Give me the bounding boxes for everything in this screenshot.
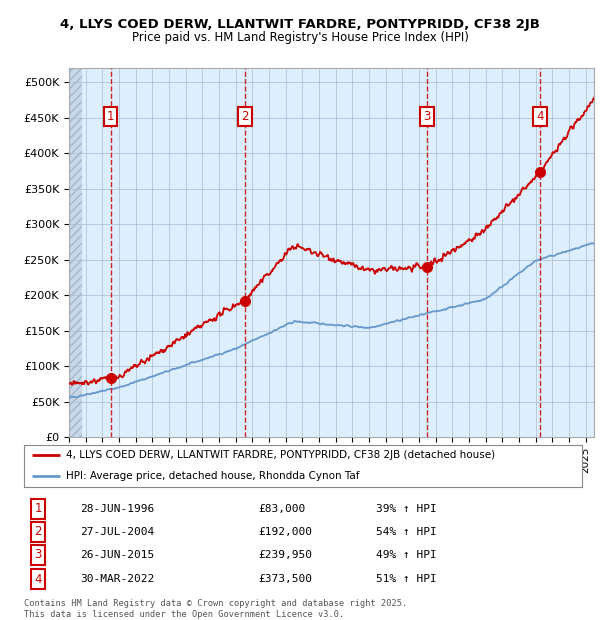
Text: 39% ↑ HPI: 39% ↑ HPI [376,503,436,514]
Text: £373,500: £373,500 [259,574,313,584]
Text: 1: 1 [34,502,42,515]
Bar [69,68,82,437]
Text: 49% ↑ HPI: 49% ↑ HPI [376,550,436,560]
Text: HPI: Average price, detached house, Rhondda Cynon Taf: HPI: Average price, detached house, Rhon… [66,471,359,481]
Text: 4: 4 [536,110,544,123]
Text: 4: 4 [34,572,42,585]
Text: 30-MAR-2022: 30-MAR-2022 [80,574,154,584]
Text: Price paid vs. HM Land Registry's House Price Index (HPI): Price paid vs. HM Land Registry's House … [131,31,469,43]
Text: 3: 3 [424,110,431,123]
Text: 26-JUN-2015: 26-JUN-2015 [80,550,154,560]
Text: £83,000: £83,000 [259,503,305,514]
Text: Contains HM Land Registry data © Crown copyright and database right 2025.
This d: Contains HM Land Registry data © Crown c… [24,600,407,619]
Text: 28-JUN-1996: 28-JUN-1996 [80,503,154,514]
Text: £192,000: £192,000 [259,527,313,537]
Text: 51% ↑ HPI: 51% ↑ HPI [376,574,436,584]
Text: 54% ↑ HPI: 54% ↑ HPI [376,527,436,537]
Text: £239,950: £239,950 [259,550,313,560]
Text: 27-JUL-2004: 27-JUL-2004 [80,527,154,537]
Text: 3: 3 [34,549,41,562]
Text: 2: 2 [34,525,42,538]
Text: 4, LLYS COED DERW, LLANTWIT FARDRE, PONTYPRIDD, CF38 2JB (detached house): 4, LLYS COED DERW, LLANTWIT FARDRE, PONT… [66,450,495,460]
Text: 2: 2 [241,110,249,123]
Text: 1: 1 [107,110,114,123]
Text: 4, LLYS COED DERW, LLANTWIT FARDRE, PONTYPRIDD, CF38 2JB: 4, LLYS COED DERW, LLANTWIT FARDRE, PONT… [60,19,540,31]
